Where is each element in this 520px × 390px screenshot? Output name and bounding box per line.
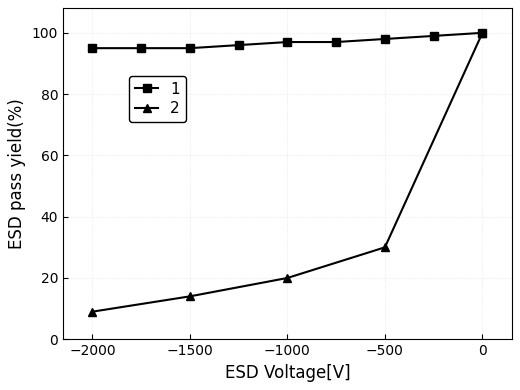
2 — [187, 294, 193, 299]
1 — [284, 40, 291, 44]
1 — [333, 40, 339, 44]
X-axis label: ESD Voltage[V]: ESD Voltage[V] — [225, 363, 350, 382]
1 — [187, 46, 193, 51]
2 — [89, 309, 96, 314]
1 — [89, 46, 96, 51]
2 — [479, 30, 486, 35]
1 — [138, 46, 144, 51]
1 — [431, 34, 437, 38]
Legend: 1, 2: 1, 2 — [129, 76, 186, 122]
1 — [382, 37, 388, 41]
2 — [284, 276, 291, 280]
2 — [382, 245, 388, 250]
Line: 2: 2 — [88, 29, 487, 316]
Y-axis label: ESD pass yield(%): ESD pass yield(%) — [8, 98, 27, 249]
Line: 1: 1 — [88, 29, 487, 52]
1 — [236, 43, 242, 48]
1 — [479, 30, 486, 35]
